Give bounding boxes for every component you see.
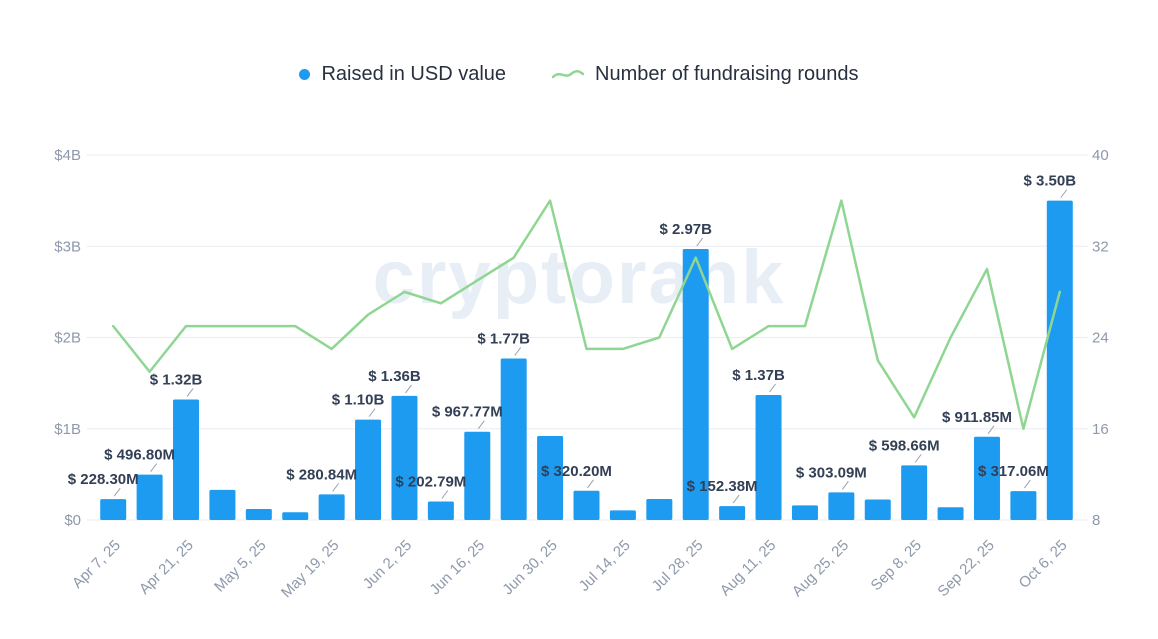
bar-value-label: $ 1.77B (477, 330, 530, 347)
bar-value-label: $ 3.50B (1024, 173, 1077, 190)
legend-label-raised: Raised in USD value (321, 63, 507, 85)
raised-series-dot-icon (299, 69, 311, 80)
raised-bar[interactable] (537, 436, 564, 520)
raised-bar[interactable] (937, 507, 964, 520)
x-axis-tick-label: Oct 6, 25 (1016, 537, 1071, 592)
rounds-series-line-icon (552, 69, 585, 78)
raised-bar[interactable] (209, 489, 236, 520)
label-connector (1023, 479, 1031, 489)
legend-item-raised[interactable]: Raised in USD value (299, 63, 506, 86)
label-connector (914, 454, 922, 463)
bar-value-label: $ 1.37B (732, 367, 785, 384)
label-connector (841, 481, 849, 490)
left-axis-tick-label: $0 (64, 512, 81, 529)
right-axis-tick-label: 32 (1092, 238, 1109, 255)
bar-value-label: $ 280.84M (286, 466, 357, 483)
right-axis-tick-label: 8 (1092, 512, 1100, 529)
label-connector (732, 494, 740, 504)
x-axis-tick-label: Jul 28, 25 (649, 537, 707, 595)
label-connector (368, 408, 376, 417)
raised-bar[interactable] (719, 506, 746, 520)
label-connector (514, 347, 522, 356)
left-axis-tick-label: $4B (54, 147, 81, 164)
x-axis-tick-label: Apr 21, 25 (136, 537, 197, 598)
bar-value-label: $ 967.77M (432, 404, 503, 421)
bar-value-label: $ 2.97B (659, 221, 712, 238)
x-axis-tick-label: Sep 22, 25 (934, 537, 997, 600)
left-axis-tick-label: $2B (54, 330, 81, 347)
raised-bar[interactable] (1010, 491, 1037, 520)
raised-bar[interactable] (282, 512, 309, 520)
label-connector (587, 479, 594, 489)
bar-value-label: $ 228.30M (68, 471, 139, 488)
left-axis-tick-label: $1B (54, 421, 81, 438)
raised-bar[interactable] (609, 510, 636, 520)
x-axis-tick-label: Jun 30, 25 (499, 537, 561, 599)
raised-bar[interactable] (573, 490, 600, 520)
x-axis-tick-label: May 5, 25 (211, 537, 270, 596)
label-connector (696, 237, 704, 247)
right-axis-tick-label: 40 (1092, 147, 1109, 164)
raised-bar[interactable] (791, 505, 818, 520)
x-axis-tick-label: Sep 8, 25 (868, 537, 925, 594)
raised-bar[interactable] (355, 419, 382, 520)
label-connector (441, 490, 449, 499)
raised-bar[interactable] (864, 499, 891, 520)
label-connector (186, 388, 194, 397)
raised-bar[interactable] (427, 501, 454, 520)
bar-value-label: $ 1.36B (368, 368, 421, 385)
bar-value-label: $ 598.66M (869, 437, 940, 454)
bar-value-label: $ 303.09M (796, 464, 867, 481)
bar-value-label: $ 1.32B (150, 372, 203, 389)
raised-bar[interactable] (828, 492, 855, 520)
right-axis-tick-label: 24 (1092, 330, 1109, 347)
x-axis-tick-label: Aug 11, 25 (717, 537, 780, 600)
x-axis-tick-label: May 19, 25 (278, 537, 343, 602)
label-connector (405, 384, 412, 394)
label-connector (1060, 189, 1068, 198)
raised-bar[interactable] (901, 465, 928, 520)
label-connector (113, 487, 121, 497)
raised-bar[interactable] (755, 394, 782, 520)
label-connector (769, 383, 776, 393)
bar-value-label: $ 320.20M (541, 463, 612, 480)
x-axis-tick-label: Jun 2, 25 (360, 537, 416, 593)
raised-bar[interactable] (682, 248, 709, 521)
label-connector (332, 483, 340, 492)
x-axis-tick-label: Apr 7, 25 (69, 537, 124, 592)
raised-bar[interactable] (464, 431, 491, 520)
raised-bar[interactable] (500, 358, 527, 520)
raised-bar[interactable] (100, 499, 127, 520)
raised-bar[interactable] (973, 436, 1000, 520)
legend-item-rounds[interactable]: Number of fundraising rounds (552, 63, 859, 86)
x-axis-tick-label: Jun 16, 25 (427, 537, 489, 599)
x-axis-tick-label: Jul 14, 25 (576, 537, 634, 595)
legend-label-rounds: Number of fundraising rounds (595, 63, 859, 85)
label-connector (477, 420, 485, 429)
bar-value-label: $ 317.06M (978, 463, 1049, 480)
label-connector (150, 463, 158, 472)
label-connector (987, 425, 995, 435)
chart-legend: Raised in USD value Number of fundraisin… (0, 63, 1158, 86)
raised-bar[interactable] (318, 494, 345, 520)
bar-value-label: $ 911.85M (942, 409, 1012, 426)
raised-bar[interactable] (173, 399, 200, 520)
raised-bar[interactable] (646, 499, 673, 520)
bar-value-label: $ 152.38M (687, 478, 758, 495)
right-axis-tick-label: 16 (1092, 421, 1109, 438)
raised-bar[interactable] (391, 395, 418, 520)
left-axis-tick-label: $3B (54, 238, 81, 255)
bar-value-label: $ 496.80M (104, 447, 175, 464)
x-axis-tick-label: Aug 25, 25 (789, 537, 852, 600)
rounds-line[interactable] (111, 199, 1062, 430)
raised-bar[interactable] (136, 474, 163, 520)
raised-bar[interactable] (245, 509, 272, 520)
bar-value-label: $ 202.79M (395, 473, 466, 490)
bar-value-label: $ 1.10B (332, 392, 385, 409)
raised-bar[interactable] (1046, 200, 1073, 520)
